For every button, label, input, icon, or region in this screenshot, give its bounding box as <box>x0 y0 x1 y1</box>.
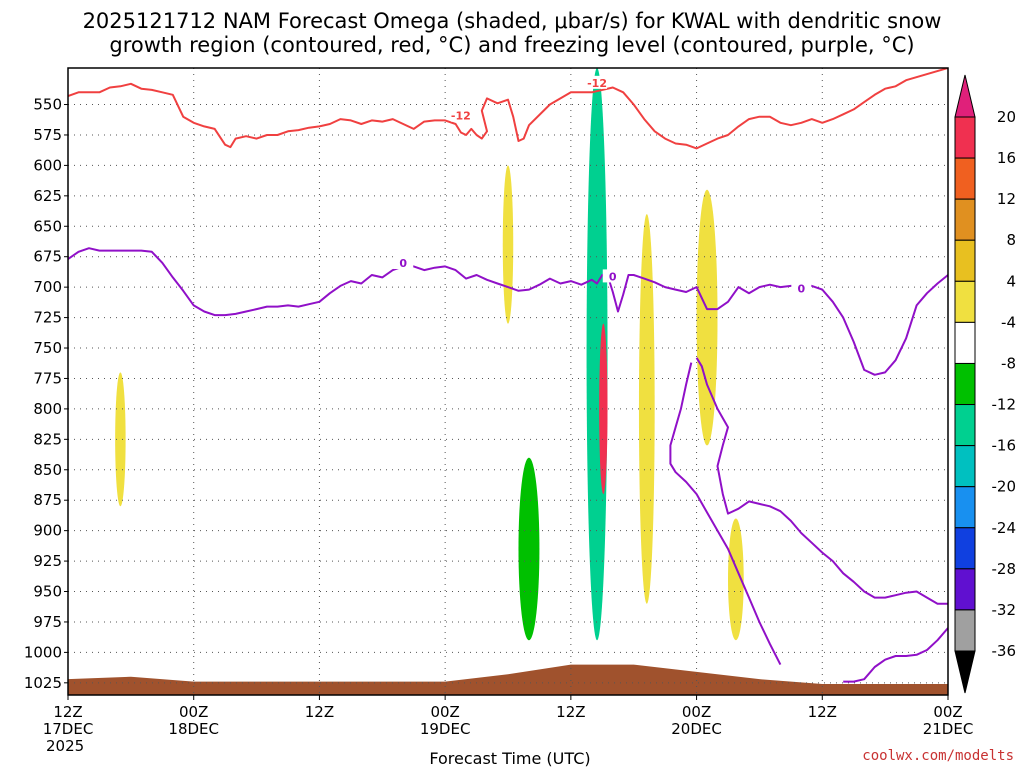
colorbar-swatch <box>954 486 976 529</box>
colorbar-label: -28 <box>992 560 1017 578</box>
omega-region-2 <box>518 457 540 641</box>
contour-lines: -12 -12 0 0 0 <box>68 68 948 683</box>
omega-region-4 <box>599 323 608 495</box>
colorbar-label: -36 <box>992 642 1017 660</box>
contour-label-bg <box>791 281 812 295</box>
contour-line-3 <box>695 357 948 605</box>
contour-label-3: 0 <box>399 257 407 270</box>
x-tick-label: 2025 <box>46 737 84 755</box>
y-tick-label: 575 <box>33 126 62 144</box>
colorbar-swatch <box>954 445 976 488</box>
x-tick-label: 12Z <box>53 703 82 721</box>
y-tick-label: 1000 <box>24 643 62 661</box>
colorbar-swatch <box>954 609 976 652</box>
colorbar-label: -24 <box>992 519 1017 537</box>
y-tick-label: 975 <box>33 613 62 631</box>
contour-label-bg <box>450 108 471 122</box>
x-tick-label: 00Z <box>430 703 459 721</box>
y-tick-label: 725 <box>33 309 62 327</box>
y-tick-label: 950 <box>33 583 62 601</box>
terrain-fill <box>68 664 948 695</box>
omega-region-7 <box>696 189 718 446</box>
colorbar-swatch <box>954 527 976 570</box>
colorbar-swatch <box>954 280 976 323</box>
y-tick-label: 550 <box>33 96 62 114</box>
y-tick-label: 700 <box>33 278 62 296</box>
colorbar-swatch <box>954 157 976 200</box>
chart-title-line2: growth region (contoured, red, °C) and f… <box>109 33 914 57</box>
colorbar-swatch <box>954 198 976 241</box>
colorbar-label: 20 <box>997 108 1016 126</box>
omega-region-1 <box>115 372 126 507</box>
terrain-layer <box>68 664 948 695</box>
y-tick-label: 775 <box>33 369 62 387</box>
omega-region-6 <box>638 214 655 604</box>
x-tick-label: 00Z <box>179 703 208 721</box>
colorbar-label: 12 <box>997 190 1016 208</box>
x-tick-label: 19DEC <box>420 720 471 738</box>
colorbar-swatch <box>954 568 976 611</box>
y-tick-label: 925 <box>33 552 62 570</box>
x-tick-label: 12Z <box>305 703 334 721</box>
y-tick-label: 875 <box>33 491 62 509</box>
x-tick-label: 20DEC <box>671 720 722 738</box>
grid-lines <box>68 68 948 695</box>
omega-region-5 <box>502 165 514 324</box>
y-tick-label: 750 <box>33 339 62 357</box>
contour-line-4 <box>669 362 782 666</box>
colorbar-label: 8 <box>1006 231 1016 249</box>
credit-text: coolwx.com/modelts <box>862 748 1014 764</box>
contour-line-1 <box>68 68 948 150</box>
y-tick-label: 600 <box>33 156 62 174</box>
y-axis-ticks: 550 575 600 625 650 675 700 725 750 775 800 825 850 8… <box>24 96 68 692</box>
colorbar-label: -16 <box>992 437 1017 455</box>
chart-title-line1: 2025121712 NAM Forecast Omega (shaded, μ… <box>83 9 942 33</box>
plot-frame <box>67 67 949 696</box>
colorbar-label: -12 <box>992 396 1017 414</box>
x-tick-label: 17DEC <box>43 720 94 738</box>
colorbar-top-arrow <box>954 74 976 118</box>
colorbar-swatch <box>954 404 976 447</box>
y-tick-label: 800 <box>33 400 62 418</box>
colorbar-label: 16 <box>997 149 1016 167</box>
y-tick-label: 900 <box>33 522 62 540</box>
x-axis-label: Forecast Time (UTC) <box>429 749 590 768</box>
colorbar-swatch <box>954 321 976 364</box>
contour-label-2: -12 <box>587 77 607 90</box>
contour-label-5: 0 <box>798 283 806 296</box>
y-tick-label: 650 <box>33 217 62 235</box>
contour-label-1: -12 <box>451 110 471 123</box>
colorbar-label: 4 <box>1006 272 1016 290</box>
y-tick-label: 850 <box>33 461 62 479</box>
omega-region-3 <box>586 68 608 641</box>
contour-label-bg <box>587 75 608 89</box>
colorbar: 20 16 12 8 4 -4 -8 -12 -16 -20 -24 -28 -32 -36 <box>954 74 1017 694</box>
contour-label-bg <box>602 269 623 283</box>
contour-line-5 <box>843 627 948 683</box>
y-tick-label: 1025 <box>24 674 62 692</box>
contour-label-4: 0 <box>609 270 617 283</box>
y-tick-label: 825 <box>33 430 62 448</box>
contour-label-bg <box>393 256 414 270</box>
omega-shading <box>115 68 744 641</box>
colorbar-swatch <box>954 239 976 282</box>
y-tick-label: 675 <box>33 248 62 266</box>
colorbar-label: -8 <box>1001 354 1016 372</box>
colorbar-swatch <box>954 116 976 159</box>
x-tick-label: 12Z <box>556 703 585 721</box>
colorbar-label: -20 <box>992 478 1017 496</box>
colorbar-bottom-arrow <box>954 650 976 694</box>
colorbar-label: -32 <box>992 601 1017 619</box>
x-tick-label: 21DEC <box>923 720 974 738</box>
x-tick-label: 00Z <box>682 703 711 721</box>
x-tick-label: 18DEC <box>168 720 219 738</box>
omega-region-8 <box>728 518 744 641</box>
x-tick-label: 00Z <box>933 703 962 721</box>
x-tick-label: 12Z <box>808 703 837 721</box>
y-tick-label: 625 <box>33 187 62 205</box>
colorbar-swatch <box>954 362 976 406</box>
colorbar-label: -4 <box>1001 313 1016 331</box>
